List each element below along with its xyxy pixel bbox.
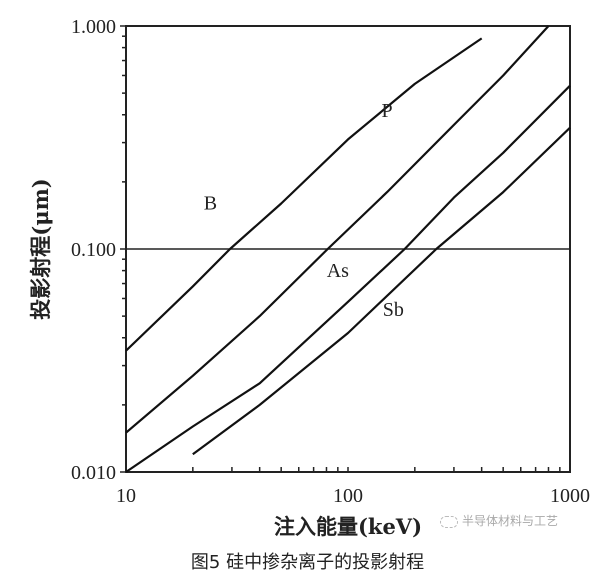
series-line-p xyxy=(125,25,550,434)
x-axis-label: 注入能量(keV) xyxy=(274,514,422,539)
series-label-p: P xyxy=(382,100,393,122)
series-label-b: B xyxy=(204,193,217,215)
series-label-sb: Sb xyxy=(383,299,404,321)
plot-area: 0.010 0.100 1.000 10 100 1000 注入能量(keV) 投影射程(μm… xyxy=(28,16,590,539)
x-tick-label: 100 xyxy=(333,485,363,507)
series-line-as xyxy=(125,84,571,473)
y-tick-label: 1.000 xyxy=(71,16,116,38)
y-axis-label: 投影射程(μm) xyxy=(28,178,53,319)
series-label-as: As xyxy=(327,260,349,282)
series-line-sb xyxy=(192,126,571,456)
x-tick-label: 10 xyxy=(116,485,136,507)
x-tick-label: 1000 xyxy=(550,485,590,507)
wechat-icon xyxy=(440,515,458,528)
y-tick-label: 0.010 xyxy=(71,462,116,484)
figure-caption: 图5 硅中掺杂离子的投影射程 xyxy=(190,552,425,573)
y-tick-label: 0.100 xyxy=(71,239,116,261)
series-line-b xyxy=(125,37,483,352)
watermark-text: 半导体材料与工艺 xyxy=(462,514,559,528)
watermark: 半导体材料与工艺 xyxy=(440,512,558,529)
